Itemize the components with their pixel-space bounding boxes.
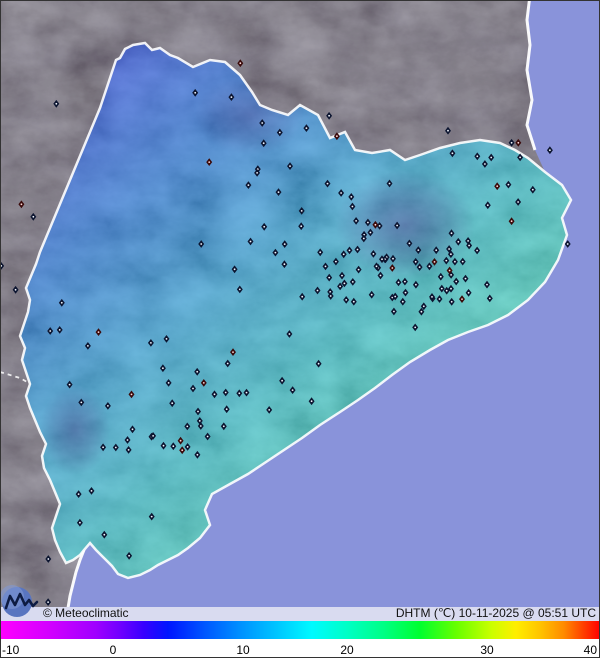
svg-text:0: 0 bbox=[110, 643, 117, 657]
svg-text:10: 10 bbox=[236, 643, 250, 657]
svg-text:30: 30 bbox=[480, 643, 494, 657]
svg-text:DHTM (℃) 10-11-2025 @ 05:51 U: DHTM (℃) 10-11-2025 @ 05:51 UTC bbox=[396, 606, 596, 620]
svg-text:20: 20 bbox=[340, 643, 354, 657]
svg-text:-10: -10 bbox=[2, 643, 20, 657]
svg-text:© Meteoclimatic: © Meteoclimatic bbox=[43, 606, 129, 620]
svg-text:40: 40 bbox=[584, 643, 598, 657]
